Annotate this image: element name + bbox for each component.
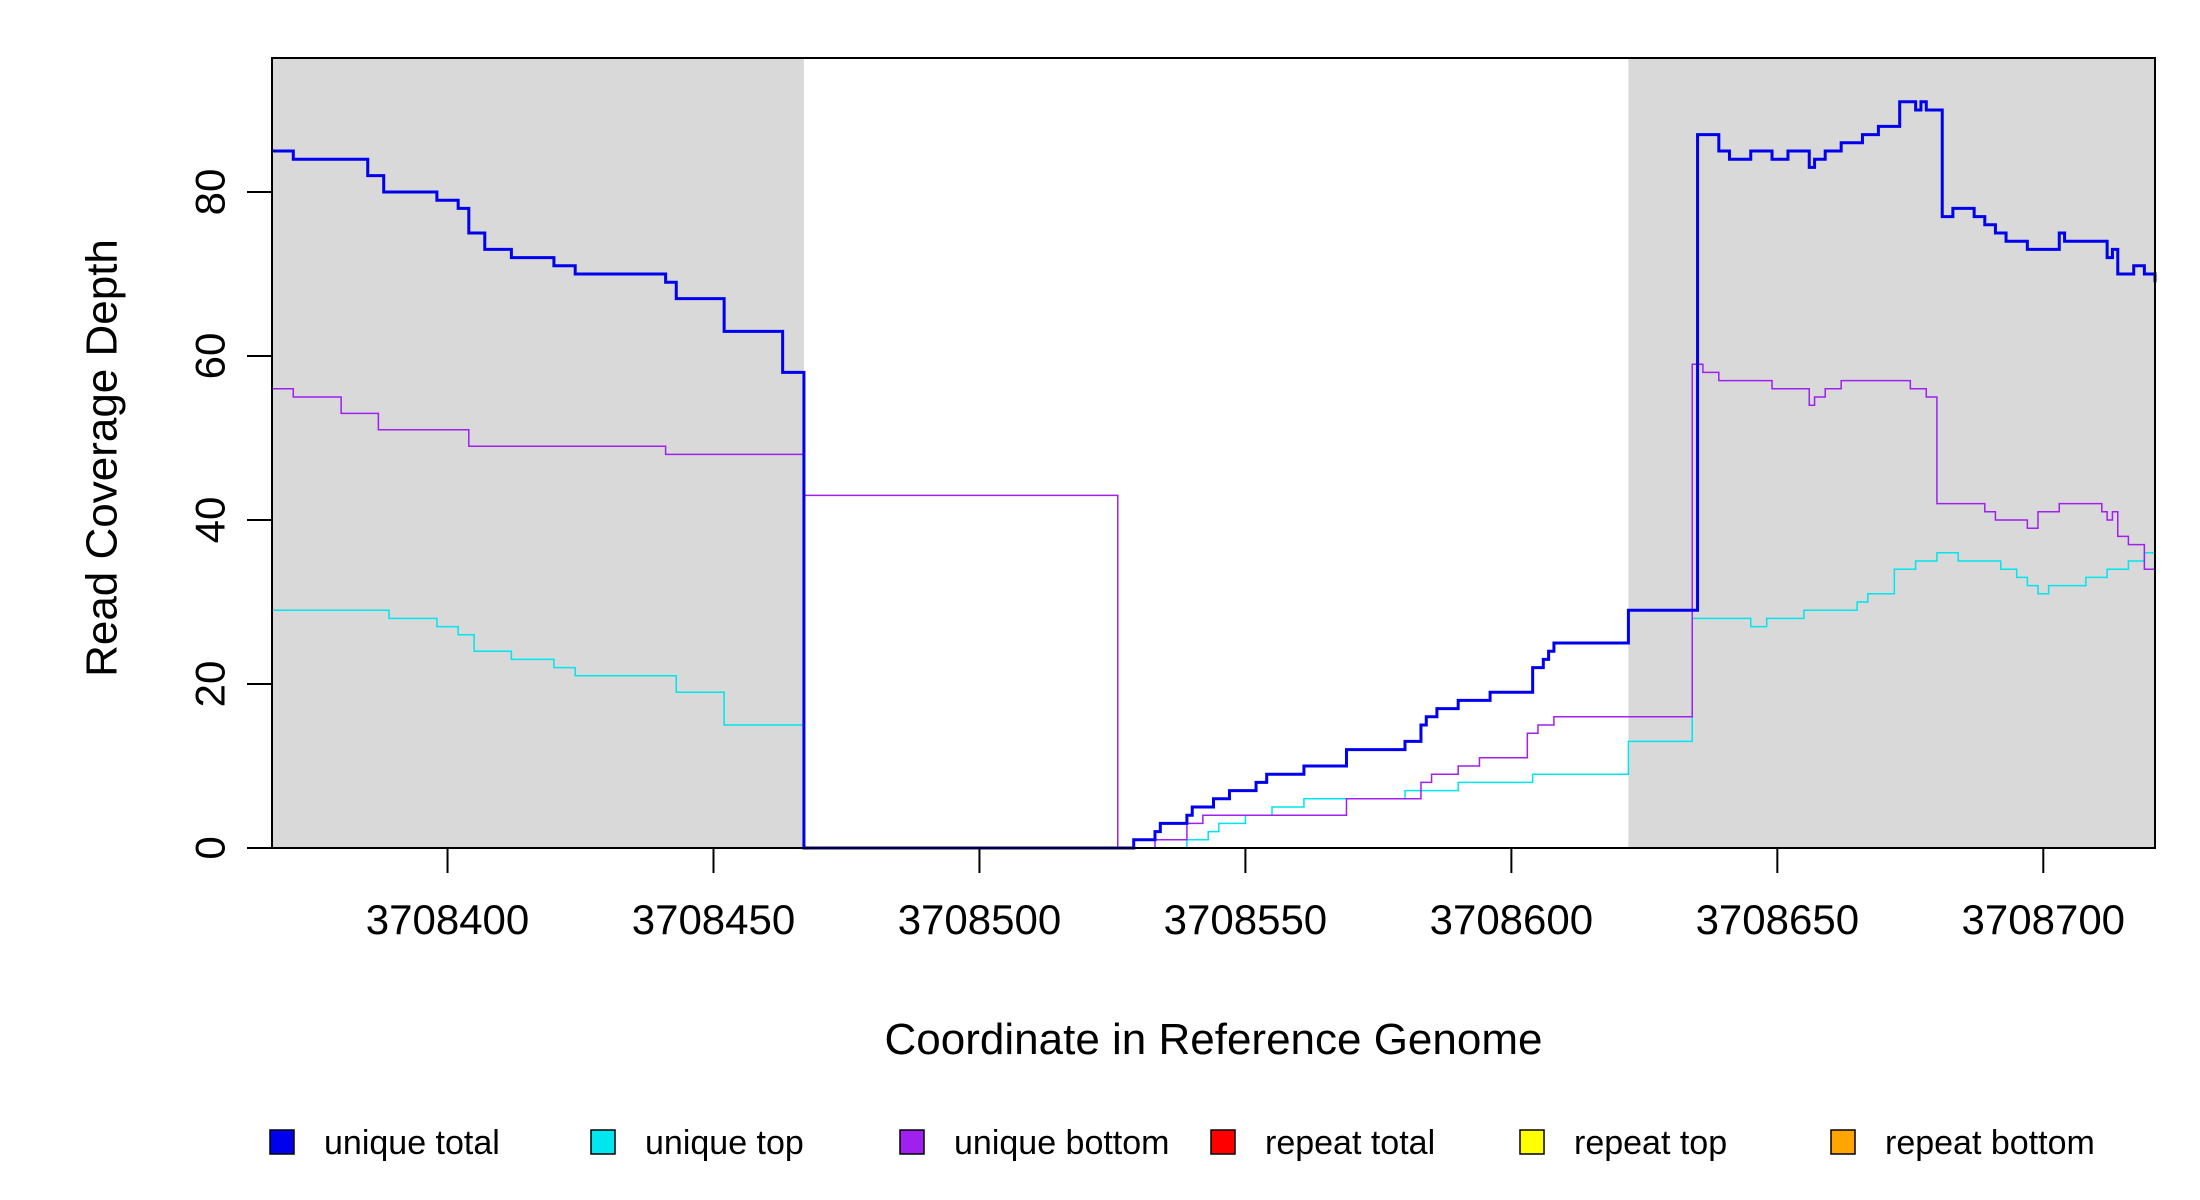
x-axis: 3708400 3708450 3708500 3708550 3708600 37086… <box>366 848 2125 943</box>
legend-label: unique bottom <box>954 1124 1170 1162</box>
legend-swatch <box>899 1129 925 1155</box>
legend-label: repeat bottom <box>1885 1124 2095 1162</box>
series-line-unique-total <box>272 100 2157 850</box>
x-tick-label: 3708550 <box>1164 896 1328 943</box>
x-tick-label: 3708400 <box>366 896 530 943</box>
legend-swatch <box>590 1129 616 1155</box>
legend-swatch <box>1830 1129 1856 1155</box>
series-line-unique-top <box>272 552 2155 849</box>
x-tick-label: 3708700 <box>1962 896 2126 943</box>
x-tick-label: 3708600 <box>1430 896 1594 943</box>
legend-item-repeat-bottom: repeat bottom <box>1830 1124 2095 1162</box>
y-tick-label: 60 <box>187 333 234 380</box>
legend-swatch <box>1519 1129 1545 1155</box>
legend-item-repeat-total: repeat total <box>1210 1124 1435 1162</box>
series-line-unique-bottom <box>272 363 2155 849</box>
legend-label: repeat total <box>1265 1124 1435 1162</box>
legend-swatch <box>269 1129 295 1155</box>
y-tick-label: 0 <box>187 836 234 859</box>
x-axis-title: Coordinate in Reference Genome <box>885 1015 1543 1064</box>
legend-item-repeat-top: repeat top <box>1519 1124 1727 1162</box>
legend-item-unique-top: unique top <box>590 1124 804 1162</box>
y-tick-label: 40 <box>187 497 234 544</box>
legend-item-unique-bottom: unique bottom <box>899 1124 1170 1162</box>
plot-frame <box>271 57 2156 849</box>
shaded-regions <box>272 58 2155 848</box>
shaded-region-2 <box>1628 58 2155 848</box>
y-tick-label: 80 <box>187 169 234 216</box>
legend: unique total unique top unique bottom repea… <box>269 1124 2095 1162</box>
legend-swatch <box>1210 1129 1236 1155</box>
shaded-region-1 <box>272 58 804 848</box>
x-tick-label: 3708450 <box>632 896 796 943</box>
legend-label: unique top <box>645 1124 804 1162</box>
y-tick-label: 20 <box>187 661 234 708</box>
x-tick-label: 3708500 <box>898 896 1062 943</box>
y-axis: 0 20 40 60 80 <box>187 169 272 860</box>
legend-item-unique-total: unique total <box>269 1124 500 1162</box>
legend-label: unique total <box>324 1124 500 1162</box>
legend-label: repeat top <box>1574 1124 1727 1162</box>
x-tick-label: 3708650 <box>1696 896 1860 943</box>
y-axis-title: Read Coverage Depth <box>78 239 127 677</box>
